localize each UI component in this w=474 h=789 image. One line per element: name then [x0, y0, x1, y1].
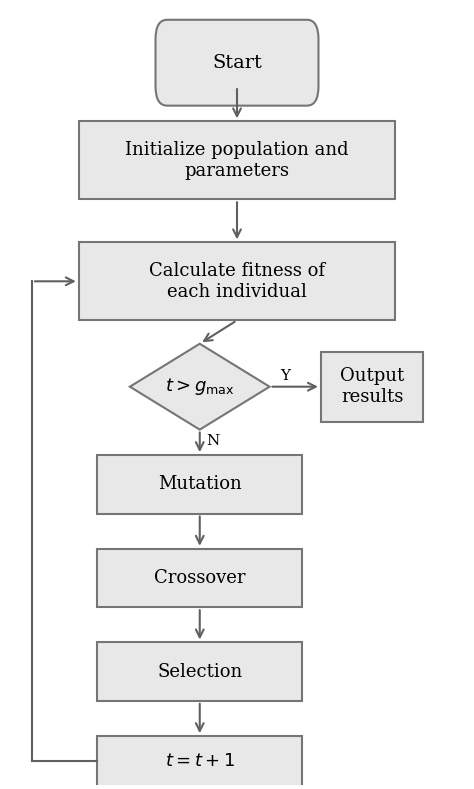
Text: Mutation: Mutation [158, 475, 242, 493]
Text: Y: Y [280, 368, 290, 383]
Text: Calculate fitness of
each individual: Calculate fitness of each individual [149, 262, 325, 301]
FancyBboxPatch shape [79, 122, 395, 200]
FancyBboxPatch shape [97, 548, 302, 608]
Text: Initialize population and
parameters: Initialize population and parameters [125, 141, 349, 180]
FancyBboxPatch shape [97, 455, 302, 514]
FancyBboxPatch shape [79, 242, 395, 320]
Text: Start: Start [212, 54, 262, 72]
Text: Selection: Selection [157, 663, 242, 681]
FancyBboxPatch shape [97, 736, 302, 787]
Polygon shape [130, 344, 270, 430]
Text: $\mathit{t}=\mathit{t}+\mathit{1}$: $\mathit{t}=\mathit{t}+\mathit{1}$ [165, 753, 235, 770]
FancyBboxPatch shape [321, 352, 423, 422]
Text: Output
results: Output results [340, 368, 404, 406]
FancyBboxPatch shape [97, 642, 302, 701]
Text: $\it{t}>g_\mathrm{max}$: $\it{t}>g_\mathrm{max}$ [165, 376, 235, 397]
Text: Crossover: Crossover [154, 569, 246, 587]
Text: N: N [207, 434, 220, 448]
FancyBboxPatch shape [155, 20, 319, 106]
